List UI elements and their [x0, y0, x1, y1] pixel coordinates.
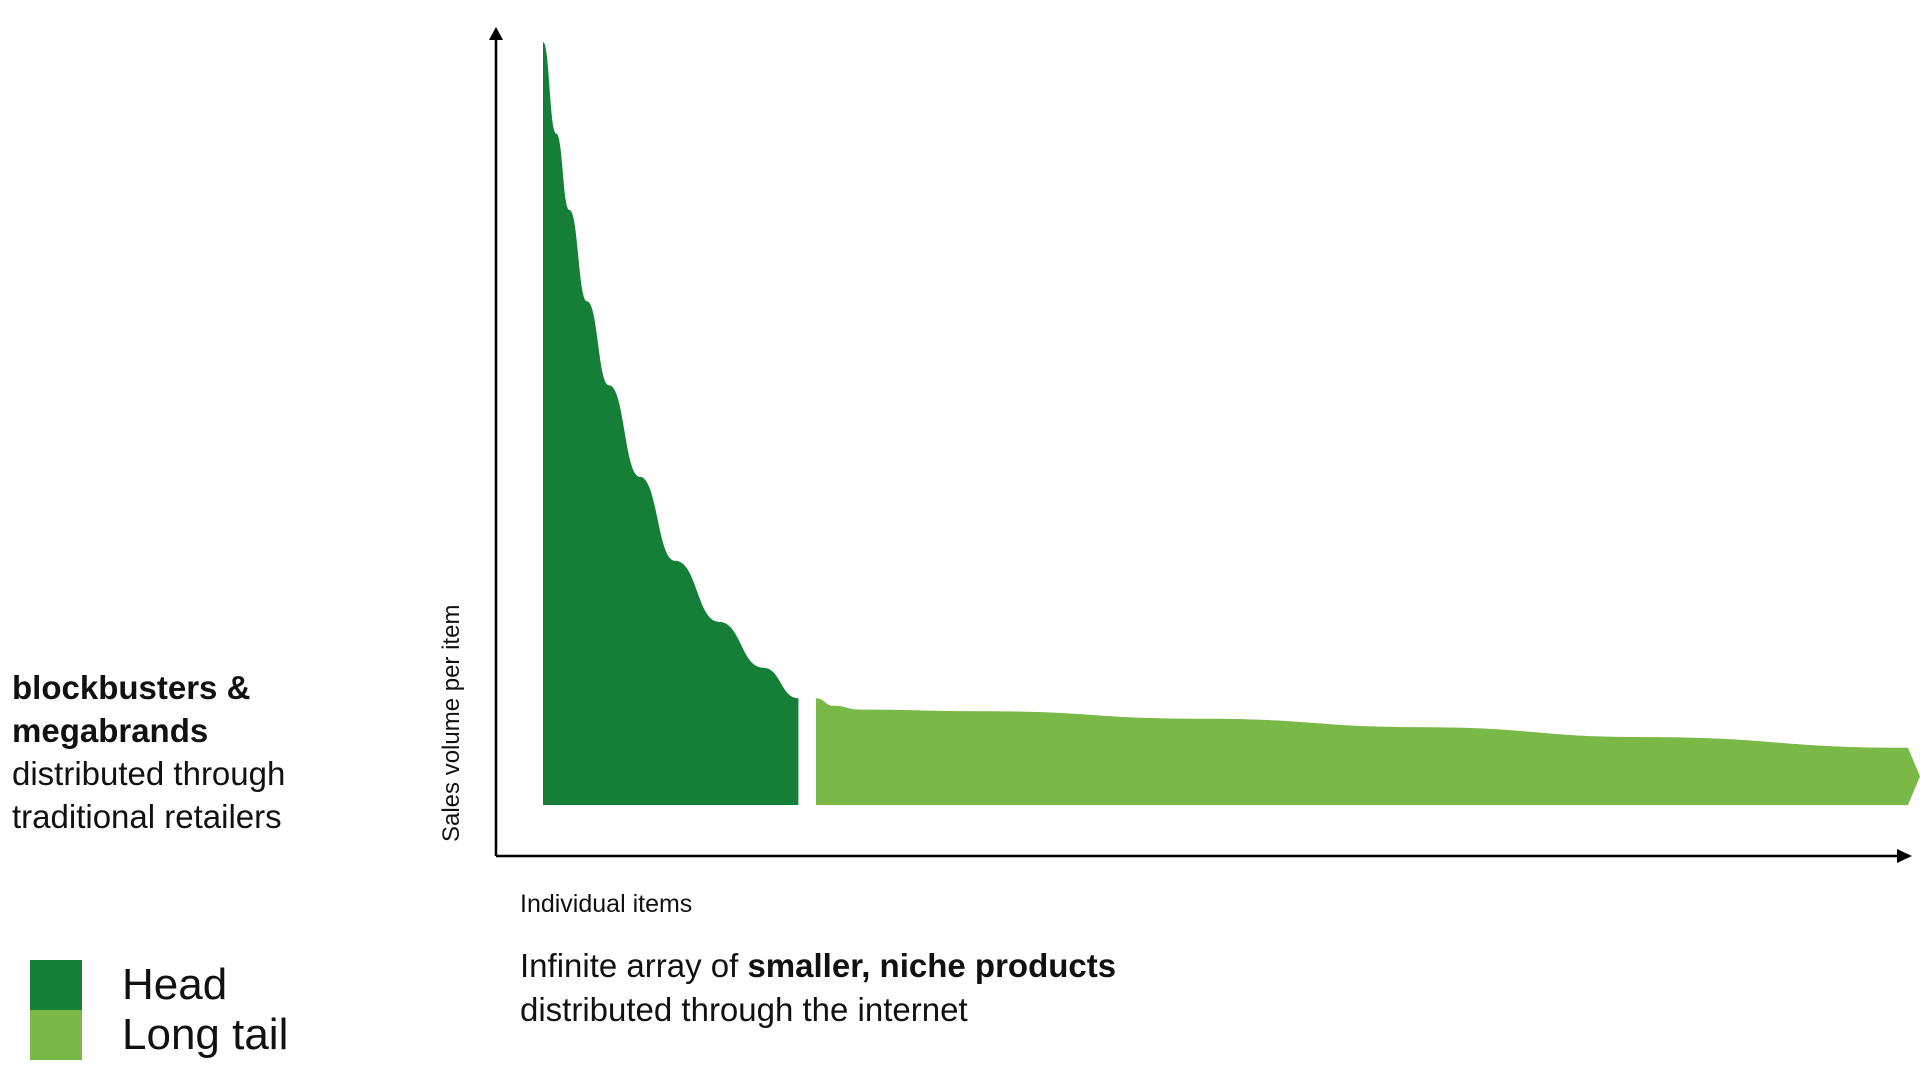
legend-swatch-head	[30, 960, 82, 1010]
long-tail-annotation-line2: distributed through the internet	[520, 991, 968, 1028]
y-axis-arrowhead	[489, 27, 503, 40]
legend: Head Long tail	[30, 960, 350, 1060]
legend-item-head: Head	[30, 960, 350, 1010]
x-axis-arrowhead	[1897, 849, 1912, 863]
long-tail-area	[816, 698, 1920, 805]
head-annotation: blockbusters & megabrands distributed th…	[12, 666, 372, 838]
legend-label-long-tail: Long tail	[122, 1010, 289, 1059]
long-tail-annotation-line1: Infinite array of smaller, niche product…	[520, 944, 1420, 988]
x-axis-label: Individual items	[520, 890, 692, 918]
y-axis-label: Sales volume per item	[438, 605, 465, 842]
head-annotation-strong-line1: blockbusters &	[12, 669, 251, 706]
head-annotation-line4: traditional retailers	[12, 798, 282, 835]
long-tail-annotation: Infinite array of smaller, niche product…	[520, 944, 1420, 1032]
legend-item-long-tail: Long tail	[30, 1010, 350, 1060]
head-area	[543, 42, 799, 805]
head-annotation-strong-line2: megabrands	[12, 712, 209, 749]
long-tail-annotation-prefix: Infinite array of	[520, 947, 748, 984]
long-tail-annotation-strong: smaller, niche products	[747, 947, 1117, 984]
legend-label-head: Head	[122, 960, 228, 1009]
head-annotation-line3: distributed through	[12, 755, 286, 792]
legend-swatch-long-tail	[30, 1010, 82, 1060]
